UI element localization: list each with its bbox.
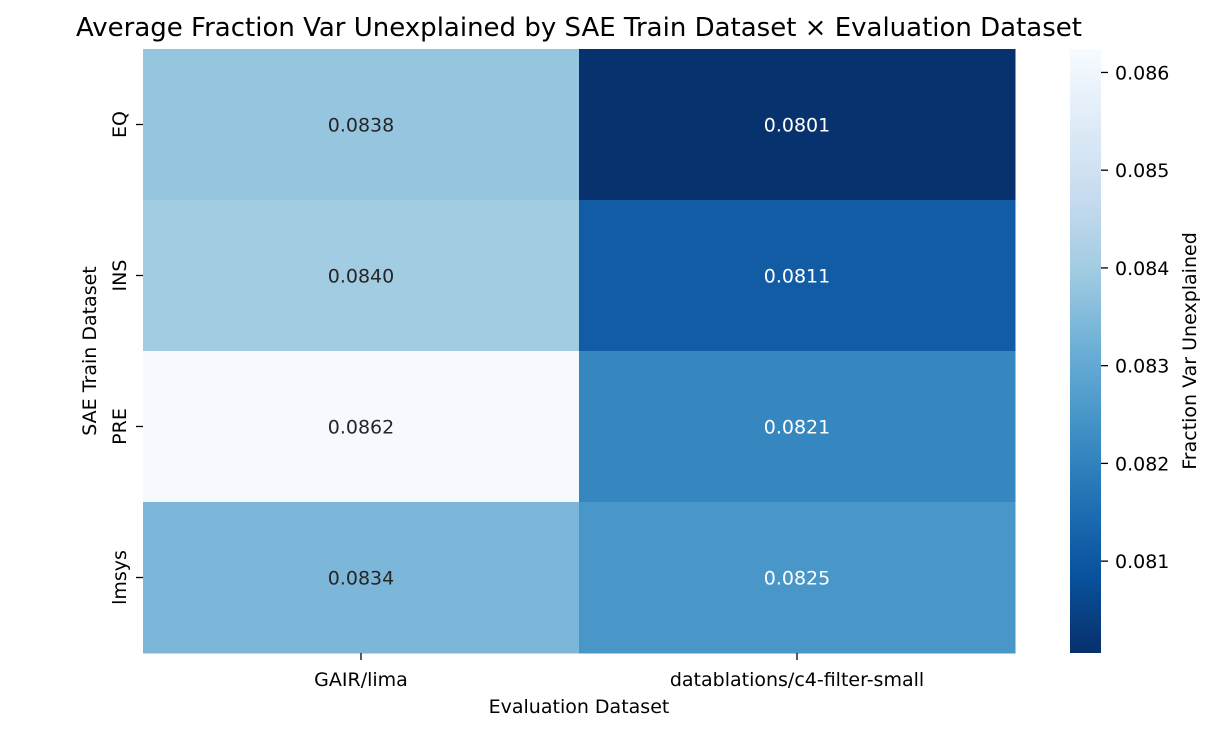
y-tick-label: EQ xyxy=(109,111,131,138)
colorbar-tick-label: 0.081 xyxy=(1115,551,1169,573)
colorbar-tick-label: 0.086 xyxy=(1115,62,1169,84)
heatmap-cell xyxy=(579,351,1016,503)
x-tick-label: datablations/c4-filter-small xyxy=(670,669,924,691)
colorbar-gradient xyxy=(1070,49,1101,653)
cell-value-label: 0.0811 xyxy=(764,266,830,288)
y-tick-label: lmsys xyxy=(109,550,131,605)
colorbar-label: Fraction Var Unexplained xyxy=(1179,232,1201,470)
y-axis-label: SAE Train Dataset xyxy=(79,266,101,436)
y-tick-label: PRE xyxy=(109,408,131,445)
cell-value-label: 0.0825 xyxy=(764,568,830,590)
cell-value-label: 0.0862 xyxy=(328,417,394,439)
heatmap-cell xyxy=(143,351,580,503)
y-tick-label: INS xyxy=(109,260,131,292)
cell-value-label: 0.0821 xyxy=(764,417,830,439)
colorbar-tick-label: 0.082 xyxy=(1115,453,1169,475)
heatmap-cell xyxy=(143,502,580,654)
heatmap-cell xyxy=(579,49,1016,201)
heatmap-cell xyxy=(143,49,580,201)
chart-title: Average Fraction Var Unexplained by SAE … xyxy=(76,13,1082,43)
x-tick-label: GAIR/lima xyxy=(314,669,408,691)
colorbar-tick-label: 0.084 xyxy=(1115,258,1169,280)
axes: GAIR/lima datablations/c4-filter-small EQ I… xyxy=(109,111,924,691)
x-axis-label: Evaluation Dataset xyxy=(489,696,670,718)
colorbar: 0.081 0.082 0.083 0.084 0.085 0.086 xyxy=(1070,49,1169,653)
heatmap-cell xyxy=(579,200,1016,352)
cell-value-label: 0.0834 xyxy=(328,568,394,590)
heatmap-cells: 0.0838 0.0801 0.0840 0.0811 0.0862 0.0821 0.08… xyxy=(143,49,1016,654)
colorbar-tick-label: 0.085 xyxy=(1115,160,1169,182)
cell-value-label: 0.0840 xyxy=(328,266,394,288)
heatmap-cell xyxy=(143,200,580,352)
cell-value-label: 0.0801 xyxy=(764,115,830,137)
heatmap-cell xyxy=(579,502,1016,654)
cell-value-label: 0.0838 xyxy=(328,115,394,137)
colorbar-tick-label: 0.083 xyxy=(1115,356,1169,378)
